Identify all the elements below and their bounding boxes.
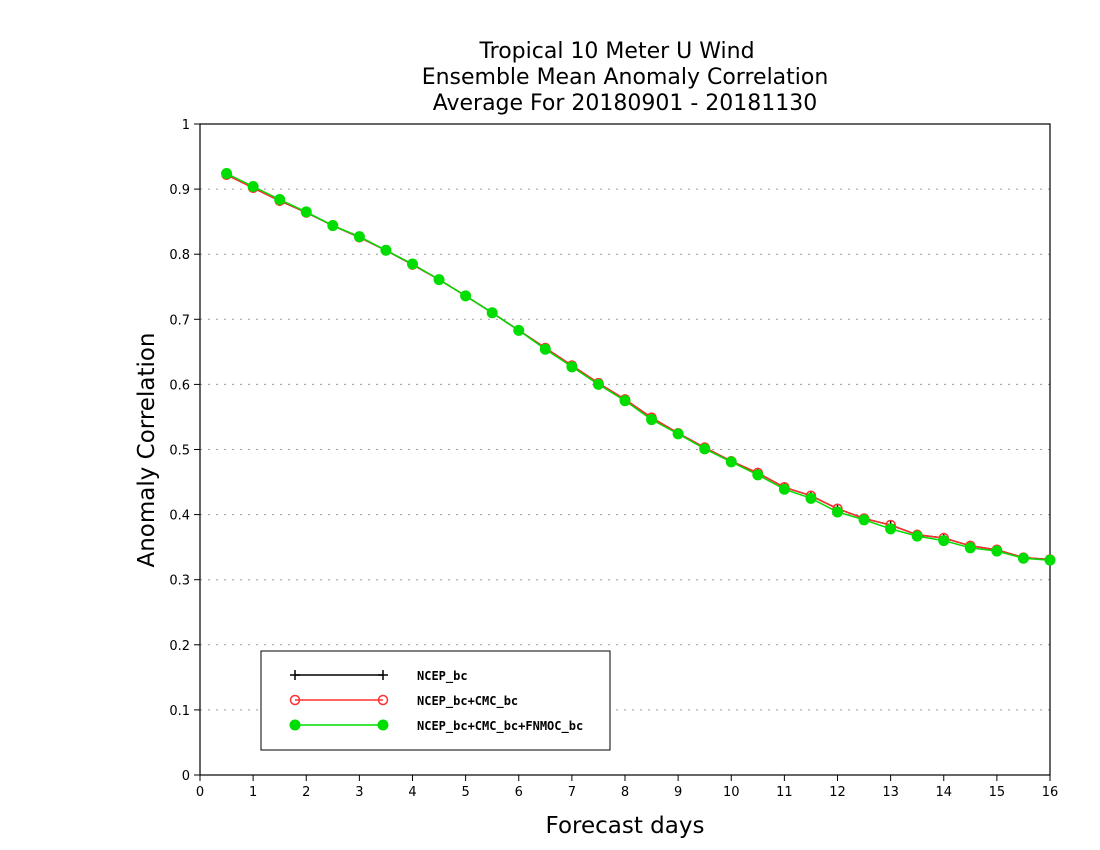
data-point	[380, 244, 392, 256]
data-point	[300, 206, 312, 218]
x-tick-label: 0	[196, 785, 204, 800]
data-point	[911, 530, 923, 542]
x-tick-label: 2	[302, 785, 310, 800]
data-point	[327, 220, 339, 232]
data-point	[433, 274, 445, 286]
x-tick-label: 15	[989, 785, 1006, 800]
data-point	[885, 523, 897, 535]
y-tick-label: 0	[182, 769, 190, 784]
data-point	[221, 167, 233, 179]
data-point	[805, 492, 817, 504]
data-point	[991, 545, 1003, 557]
data-point	[725, 456, 737, 468]
x-tick-label: 13	[882, 785, 899, 800]
x-tick-label: 16	[1042, 785, 1059, 800]
data-point	[566, 361, 578, 373]
legend-label: NCEP_bc+CMC_bc+FNMOC_bc	[417, 719, 583, 734]
y-tick-label: 0.3	[169, 574, 190, 589]
data-point	[858, 514, 870, 526]
data-point	[539, 343, 551, 355]
x-tick-label: 12	[829, 785, 846, 800]
legend-entry-3: NCEP_bc+CMC_bc+FNMOC_bc	[289, 719, 583, 734]
legend-marker	[290, 670, 300, 680]
x-tick-label: 9	[674, 785, 682, 800]
y-tick-label: 0.5	[169, 444, 190, 459]
x-tick-label: 1	[249, 785, 257, 800]
x-tick-label: 7	[568, 785, 576, 800]
x-axis-label: Forecast days	[546, 813, 705, 839]
data-point	[832, 506, 843, 518]
y-tick-label: 0.2	[169, 639, 190, 654]
legend-entry-1: NCEP_bc	[290, 669, 468, 684]
data-point	[778, 483, 790, 495]
legend-marker	[377, 719, 389, 731]
x-tick-label: 8	[621, 785, 629, 800]
series-line	[226, 172, 1051, 561]
legend-label: NCEP_bc+CMC_bc	[417, 694, 518, 709]
y-tick-label: 0.7	[169, 313, 190, 328]
data-point	[274, 194, 286, 206]
data-point	[752, 469, 764, 481]
series-2	[221, 169, 1056, 565]
data-point	[938, 535, 950, 547]
data-point	[672, 428, 684, 440]
data-point	[486, 307, 498, 319]
grid-layer	[200, 188, 1050, 711]
data-point	[460, 290, 472, 302]
legend-marker	[377, 694, 389, 706]
data-point	[619, 395, 631, 407]
data-point	[353, 231, 365, 243]
data-point	[964, 542, 976, 554]
y-tick-label: 0.6	[169, 378, 190, 393]
tick-layer: 00.10.20.30.40.50.60.70.80.910 1 2 3 4 5 6 7 8 9 1…	[169, 118, 1058, 800]
series-layer	[221, 167, 1056, 566]
title-line-1: Tropical 10 Meter U Wind	[478, 39, 754, 64]
data-point	[592, 378, 604, 390]
data-point	[699, 443, 711, 455]
y-tick-label: 1	[182, 118, 190, 133]
y-axis-label: Anomaly Correlation	[134, 332, 160, 567]
x-tick-label: 6	[515, 785, 523, 800]
data-point	[407, 258, 418, 270]
title-line-3: Average For 20180901 - 20181130	[433, 91, 818, 116]
legend-marker	[289, 694, 301, 706]
x-tick-label: 4	[408, 785, 416, 800]
legend-marker	[289, 719, 301, 731]
series-3	[221, 167, 1056, 566]
y-tick-label: 0.4	[169, 509, 190, 524]
x-tick-label: 5	[461, 785, 469, 800]
data-point	[646, 414, 658, 426]
x-tick-label: 14	[935, 785, 952, 800]
x-tick-label: 11	[776, 785, 793, 800]
data-point	[1017, 552, 1029, 564]
x-tick-label: 10	[723, 785, 740, 800]
chart-title: Tropical 10 Meter U Wind Ensemble Mean A…	[422, 39, 829, 116]
data-point	[247, 180, 259, 192]
legend: NCEP_bc NCEP_bc+CMC_bc NCEP_bc+CMC_bc+FNMO…	[260, 650, 611, 751]
series-1	[221, 169, 1055, 565]
x-tick-label: 3	[355, 785, 363, 800]
legend-marker	[378, 670, 388, 680]
data-point	[1044, 554, 1056, 566]
y-tick-label: 0.9	[169, 183, 190, 198]
data-point	[513, 324, 525, 336]
y-tick-label: 0.1	[169, 704, 190, 719]
legend-entry-2: NCEP_bc+CMC_bc	[289, 694, 518, 709]
legend-entries: NCEP_bc NCEP_bc+CMC_bc NCEP_bc+CMC_bc+FNMO…	[289, 669, 583, 734]
legend-label: NCEP_bc	[417, 669, 468, 684]
title-line-2: Ensemble Mean Anomaly Correlation	[422, 65, 829, 90]
y-tick-label: 0.8	[169, 248, 190, 263]
